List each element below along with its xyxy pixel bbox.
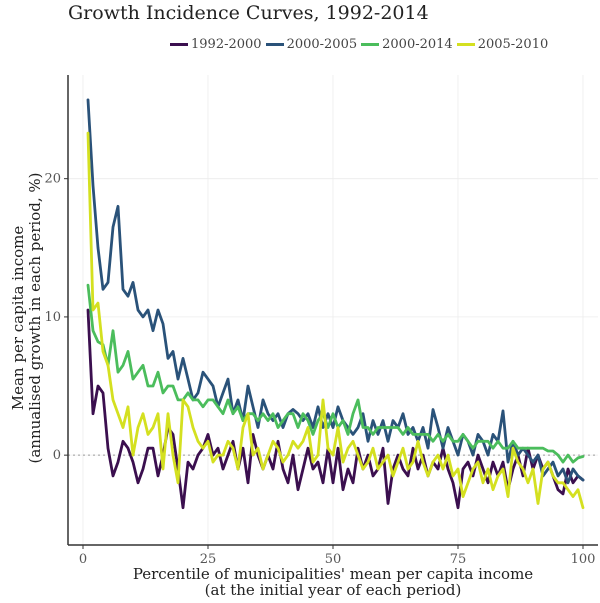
y-axis-title-line: Mean per capita income xyxy=(9,226,27,411)
x-tick-label: 50 xyxy=(325,552,342,567)
series-line-2005-2010 xyxy=(86,131,585,510)
y-tick-label: 20 xyxy=(44,172,61,187)
x-tick-label: 0 xyxy=(79,552,87,567)
y-tick-label: 0 xyxy=(53,448,61,463)
legend-item-2000-2014: 2000-2014 xyxy=(361,37,453,52)
series-lines xyxy=(86,98,585,510)
legend-item-2005-2010: 2005-2010 xyxy=(456,37,549,52)
x-axis-title-line: (at the initial year of each period) xyxy=(205,581,462,599)
legend-swatch-2000-2005 xyxy=(265,43,284,46)
legend-swatch-1992-2000 xyxy=(170,43,188,46)
legend-label-2005-2010: 2005-2010 xyxy=(477,37,549,52)
legend-item-2000-2005: 2000-2005 xyxy=(265,37,358,52)
x-tick-label: 75 xyxy=(450,552,467,567)
y-axis-title-line: (annualised growth in each period, %) xyxy=(26,173,44,464)
legend-item-1992-2000: 1992-2000 xyxy=(170,37,262,52)
x-tick-label: 25 xyxy=(200,552,217,567)
legend-label-2000-2014: 2000-2014 xyxy=(382,37,453,52)
tick-labels: 0 25 50 75 100 0 10 20 xyxy=(44,172,595,567)
axis-titles: Percentile of municipalities' mean per c… xyxy=(9,173,533,599)
legend: 1992-2000 2000-2005 2000-2014 2005-2010 xyxy=(170,37,552,52)
grid-lines xyxy=(68,75,598,545)
series-line-2000-2005 xyxy=(86,98,585,485)
legend-label-2000-2005: 2000-2005 xyxy=(286,37,358,52)
x-tick-label: 100 xyxy=(571,552,596,567)
chart-title: Growth Incidence Curves, 1992-2014 xyxy=(68,2,429,24)
legend-swatch-2005-2010 xyxy=(456,43,475,46)
legend-swatch-2000-2014 xyxy=(361,43,380,46)
x-axis-title-line: Percentile of municipalities' mean per c… xyxy=(133,565,533,583)
series-line-2000-2014 xyxy=(86,283,585,464)
y-tick-label: 10 xyxy=(44,310,61,325)
legend-label-1992-2000: 1992-2000 xyxy=(191,37,262,52)
